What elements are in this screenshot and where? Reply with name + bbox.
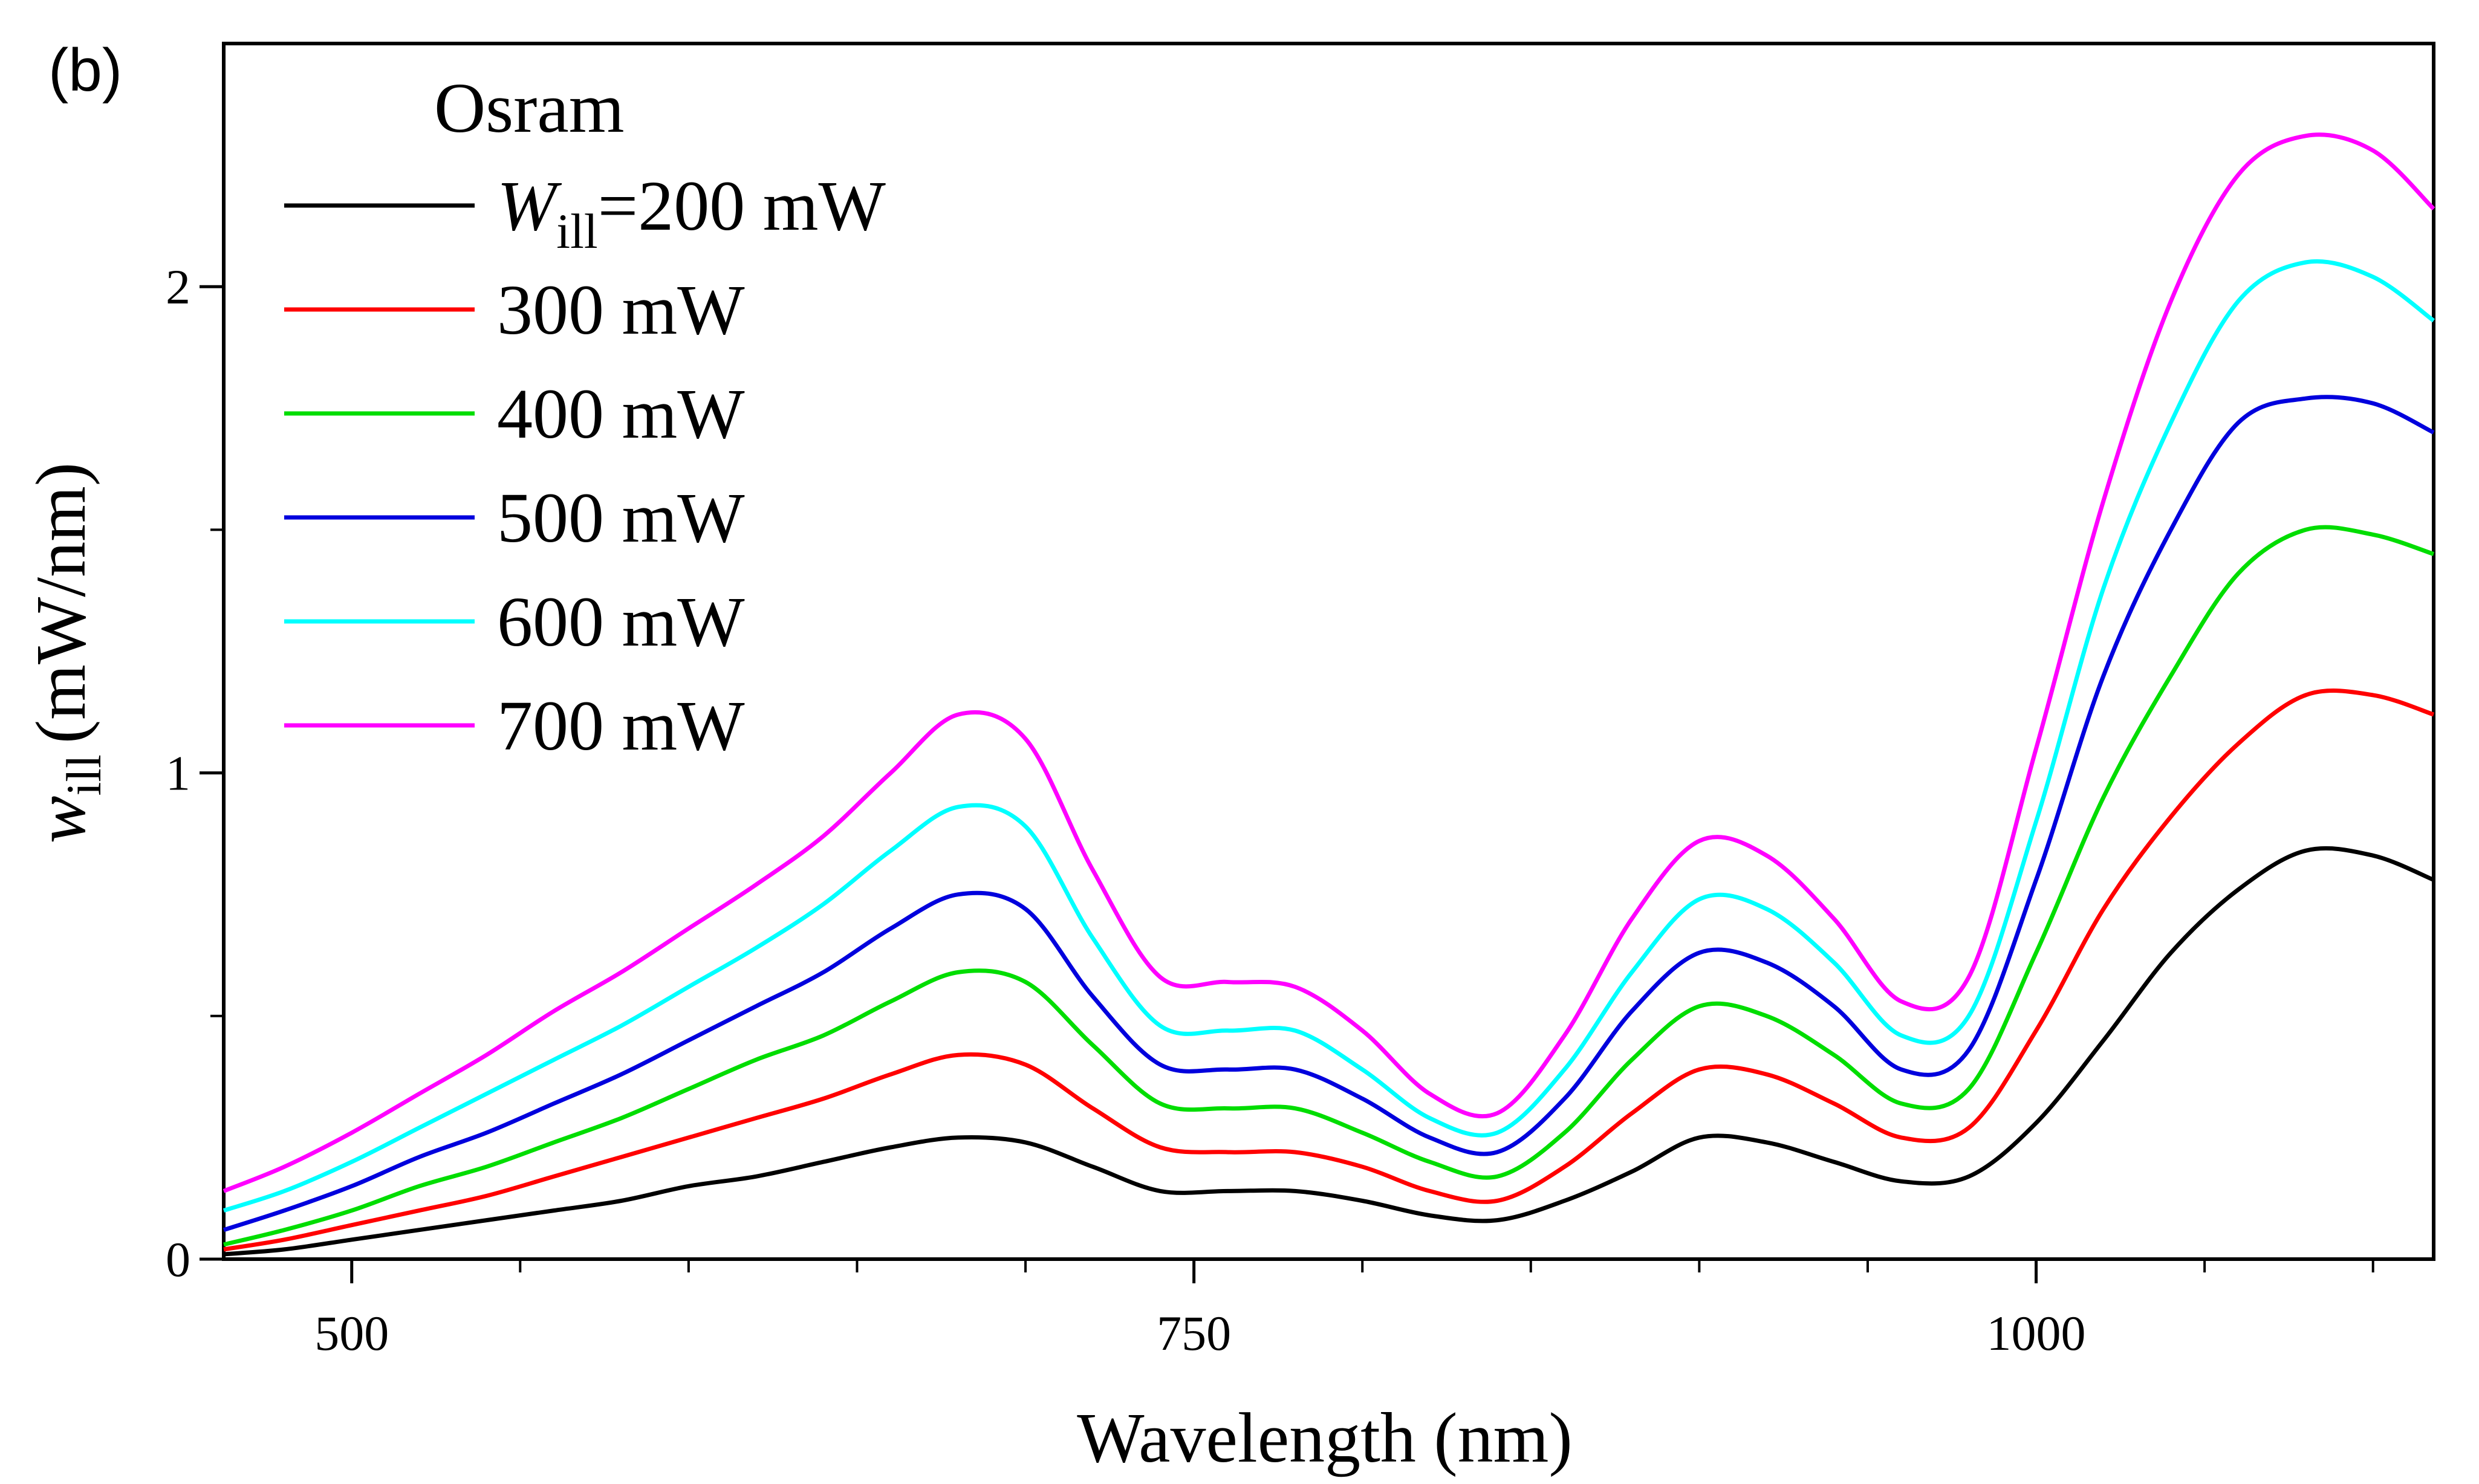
x-tick-label: 750 xyxy=(1157,1306,1231,1361)
legend: Osram Will=200 mW 300 mW 400 mW 500 mW 600 m… xyxy=(284,68,886,765)
series-line-2 xyxy=(223,689,2435,1252)
x-axis-title: Wavelength (nm) xyxy=(1077,1398,1573,1477)
legend-label: Will=200 mW xyxy=(497,166,886,259)
legend-entries: Will=200 mW 300 mW 400 mW 500 mW 600 mW 700 m… xyxy=(284,166,886,765)
y-axis-title: will (mW/nm) xyxy=(21,462,111,843)
y-axis-title-unit: (mW/nm) xyxy=(21,462,100,744)
legend-title: Osram xyxy=(434,68,625,147)
series-line-3 xyxy=(223,525,2435,1247)
plot-frame xyxy=(222,42,2435,1261)
x-tick-label: 1000 xyxy=(1987,1306,2086,1361)
panel-label: (b) xyxy=(48,36,122,104)
legend-label-rest: =200 mW xyxy=(598,166,886,245)
legend-label: 700 mW xyxy=(497,686,745,765)
legend-label: 500 mW xyxy=(497,478,745,557)
series-line-6 xyxy=(223,132,2435,1193)
y-axis-title-var: w xyxy=(21,795,100,843)
series-lines xyxy=(223,132,2435,1257)
series-line-1 xyxy=(223,846,2435,1257)
legend-label-var: W xyxy=(497,166,562,245)
legend-label-sub: ill xyxy=(556,204,597,259)
plot-axes xyxy=(222,42,2435,1261)
series-line-5 xyxy=(223,259,2435,1213)
x-tick-label: 500 xyxy=(314,1306,389,1361)
y-axis-title-sub: ill xyxy=(56,754,111,795)
legend-label: 600 mW xyxy=(497,582,745,661)
legend-label: 400 mW xyxy=(497,374,745,453)
y-tick-label: 1 xyxy=(166,746,190,801)
legend-label: 300 mW xyxy=(497,270,745,349)
y-tick-label: 0 xyxy=(166,1232,190,1287)
tick-labels: 500 750 1000 0 1 2 xyxy=(166,259,2086,1361)
tick-marks xyxy=(200,285,2374,1283)
series-line-4 xyxy=(223,395,2435,1233)
y-tick-label: 2 xyxy=(166,259,190,314)
